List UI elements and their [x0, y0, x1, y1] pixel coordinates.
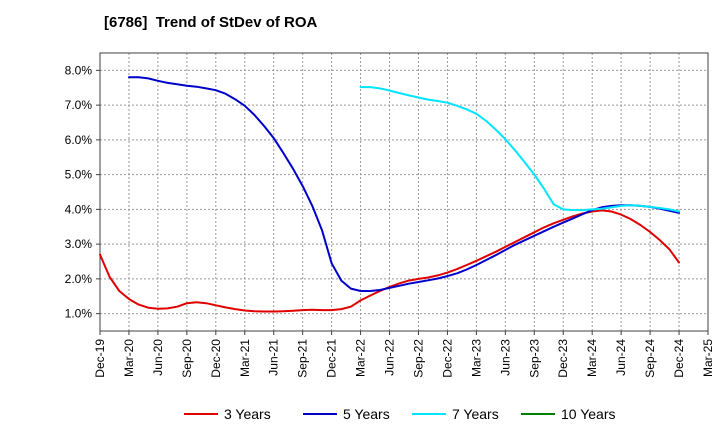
x-tick-label: Mar-21	[238, 339, 252, 377]
legend-label: 7 Years	[452, 406, 499, 422]
x-tick-label: Sep-20	[180, 339, 194, 378]
x-tick-label: Mar-25	[701, 339, 715, 377]
x-axis: Dec-19 Mar-20 Jun-20 Sep-20 Dec-20 Mar-21 Jun-…	[93, 331, 715, 378]
x-tick-label: Sep-24	[643, 339, 657, 378]
x-tick-label: Jun-24	[614, 339, 628, 376]
x-tick-label: Dec-19	[93, 339, 107, 378]
y-tick-label: 2.0%	[65, 272, 93, 286]
x-tick-label: Sep-23	[527, 339, 541, 378]
legend-item-7-years: 7 Years	[412, 406, 499, 422]
legend-label: 5 Years	[343, 406, 390, 422]
legend-item-10-years: 10 Years	[521, 406, 616, 422]
legend: 3 Years 5 Years 7 Years 10 Years	[184, 406, 616, 422]
y-tick-label: 7.0%	[65, 98, 93, 112]
x-tick-label: Sep-21	[296, 339, 310, 378]
y-tick-label: 6.0%	[65, 133, 93, 147]
legend-label: 10 Years	[561, 406, 616, 422]
y-tick-label: 1.0%	[65, 307, 93, 321]
x-tick-label: Mar-20	[122, 339, 136, 377]
x-tick-label: Dec-24	[672, 339, 686, 378]
x-tick-label: Mar-23	[469, 339, 483, 377]
legend-item-5-years: 5 Years	[303, 406, 390, 422]
series-line-7-years	[359, 86, 680, 213]
plot-area-frame	[99, 52, 709, 332]
legend-item-3-years: 3 Years	[184, 406, 271, 422]
y-tick-label: 3.0%	[65, 237, 93, 251]
x-tick-label: Dec-20	[209, 339, 223, 378]
y-tick-label: 5.0%	[65, 168, 93, 182]
x-tick-label: Dec-21	[325, 339, 339, 378]
x-tick-label: Dec-23	[556, 339, 570, 378]
y-axis: 1.0% 2.0% 3.0% 4.0% 5.0% 6.0% 7.0% 8.0%	[65, 63, 100, 321]
x-tick-label: Jun-23	[498, 339, 512, 376]
legend-label: 3 Years	[224, 406, 271, 422]
y-tick-label: 8.0%	[65, 63, 93, 77]
x-tick-label: Mar-22	[354, 339, 368, 377]
x-tick-label: Jun-21	[267, 339, 281, 376]
series-line-5-years	[128, 76, 680, 292]
x-tick-label: Dec-22	[440, 339, 454, 378]
y-tick-label: 4.0%	[65, 202, 93, 216]
grid-lines	[100, 53, 708, 331]
x-tick-label: Jun-22	[383, 339, 397, 376]
x-tick-label: Mar-24	[585, 339, 599, 377]
chart-title: [6786] Trend of StDev of ROA	[104, 14, 318, 31]
x-tick-label: Jun-20	[151, 339, 165, 376]
x-tick-label: Sep-22	[411, 339, 425, 378]
series-lines	[99, 76, 680, 313]
